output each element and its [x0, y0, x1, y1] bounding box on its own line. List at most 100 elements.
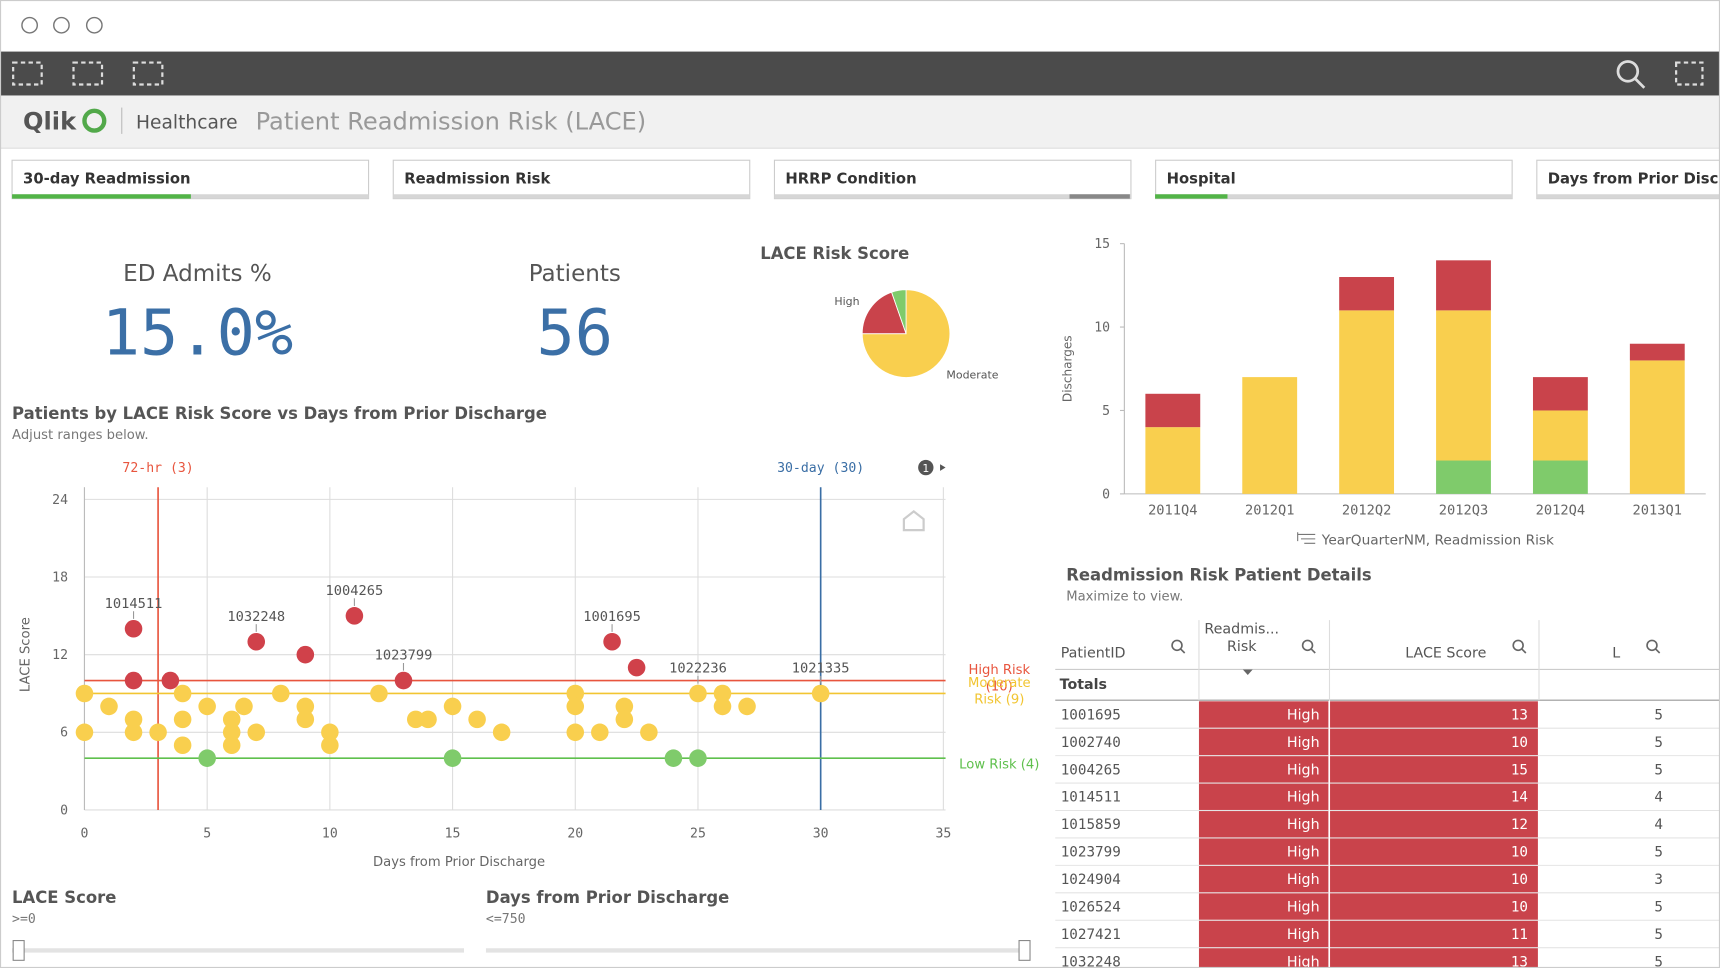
filter-box[interactable]	[11, 159, 370, 200]
cell: High	[1287, 817, 1320, 833]
filter-box[interactable]	[1536, 159, 1720, 200]
score-cell	[1329, 783, 1538, 810]
bar-segment	[1629, 343, 1685, 361]
maximize-button[interactable]	[85, 16, 103, 34]
column-search[interactable]	[1512, 639, 1527, 654]
pie-slice	[891, 289, 907, 334]
point-label: 1001695	[583, 609, 641, 625]
cell: 5	[1654, 845, 1663, 861]
selection-state	[1155, 194, 1228, 199]
logo-mark	[82, 108, 107, 133]
data-point	[173, 710, 192, 729]
cell: 11	[1511, 927, 1528, 943]
forward-button[interactable]	[72, 61, 104, 86]
x-tick-label: 2012Q1	[1245, 503, 1294, 519]
cell: 15	[1511, 762, 1528, 778]
search-button[interactable]	[1616, 60, 1646, 89]
cell: 13	[1511, 954, 1528, 968]
cell: 1024904	[1061, 872, 1121, 888]
close-button[interactable]	[21, 16, 39, 34]
kpi-label: ED Admits %	[123, 261, 272, 287]
column-search[interactable]	[1171, 639, 1186, 654]
slider-title: Days from Prior Discharge	[486, 888, 729, 907]
logo: Qlik	[23, 107, 77, 135]
data-point	[198, 697, 216, 716]
data-point	[296, 697, 315, 716]
point-label: 1004265	[326, 583, 384, 599]
data-point	[247, 723, 266, 742]
minimize-button[interactable]	[53, 16, 70, 34]
cell: 1023799	[1061, 845, 1121, 861]
column-search[interactable]	[1301, 639, 1316, 654]
bar-segment	[1436, 310, 1491, 461]
data-point	[627, 658, 646, 677]
x-tick-label: 25	[690, 826, 706, 841]
filter-label: HRRP Condition	[785, 170, 916, 187]
column-header-box: Readmis... Risk	[1204, 621, 1280, 656]
score-cell	[1329, 838, 1538, 865]
slider-track	[12, 948, 465, 953]
cell: 5	[1654, 762, 1663, 778]
slider-handle[interactable]	[1018, 940, 1031, 961]
y-axis-label: Discharges	[1061, 335, 1075, 402]
home-icon[interactable]	[902, 510, 925, 532]
slider-handle[interactable]	[12, 940, 25, 961]
data-point	[222, 736, 241, 755]
clear-button[interactable]	[132, 61, 164, 86]
data-point	[566, 697, 585, 716]
cell: 1002740	[1061, 735, 1121, 751]
data-point	[296, 710, 315, 729]
cell: High	[1287, 845, 1320, 861]
pie-chart: LACE Risk Score Moderate High	[760, 244, 999, 381]
back-button[interactable]	[12, 61, 43, 86]
cell: High	[1287, 872, 1320, 888]
filter-pane: 30-day Readmission Readmission Risk HRRP C…	[11, 159, 1720, 200]
sheet-title: Patient Readmission Risk (LACE)	[256, 107, 647, 135]
filter-bar	[393, 194, 750, 199]
cell: 5	[1654, 735, 1663, 751]
x-tick-label: 30	[813, 826, 829, 841]
data-point	[321, 723, 339, 742]
bar-segment	[1436, 460, 1491, 494]
filter-box[interactable]	[392, 159, 751, 200]
kpi-value: 15.0%	[102, 296, 293, 370]
score-cell	[1329, 811, 1538, 838]
reference-label: 72-hr (3)	[122, 461, 193, 476]
bar-segment	[1145, 393, 1201, 428]
app-name: Healthcare	[136, 112, 238, 133]
selection-tool[interactable]	[1675, 61, 1704, 86]
filter-box[interactable]	[773, 159, 1132, 200]
reference-label-box: Low Risk (4)	[959, 756, 1039, 771]
data-point	[173, 684, 192, 703]
badge[interactable]	[918, 459, 934, 476]
toolbar	[0, 51, 1720, 96]
cell: 10	[1511, 872, 1528, 888]
column-search[interactable]	[1646, 639, 1661, 654]
kpi-label: Patients	[529, 261, 621, 287]
cell: 10	[1511, 735, 1528, 751]
column-header: Readmis... Risk	[1204, 621, 1280, 656]
cell: High	[1287, 790, 1320, 806]
data-point	[222, 710, 241, 729]
data-point	[492, 723, 511, 742]
cell: 1004265	[1061, 762, 1121, 778]
risk-cell	[1198, 728, 1329, 756]
score-cell	[1329, 728, 1538, 756]
filter-label: Days from Prior Discharg	[1548, 170, 1720, 187]
table-title: Readmission Risk Patient Details	[1066, 566, 1371, 585]
sort-indicator	[1242, 669, 1253, 675]
y-tick-label: 0	[60, 803, 68, 818]
score-cell	[1329, 920, 1538, 948]
scatter-chart: Patients by LACE Risk Score vs Days from…	[12, 404, 1039, 870]
data-point	[370, 684, 388, 703]
risk-cell	[1198, 893, 1329, 920]
slider-track	[485, 948, 1026, 953]
filter-label: 30-day Readmission	[23, 170, 191, 187]
data-point	[272, 684, 290, 703]
y-tick-label: 18	[52, 570, 68, 585]
cell: 13	[1511, 707, 1528, 723]
data-point	[124, 671, 143, 690]
data-point	[198, 749, 216, 767]
slice-label: Moderate	[946, 368, 998, 381]
filter-box[interactable]	[1155, 159, 1513, 200]
